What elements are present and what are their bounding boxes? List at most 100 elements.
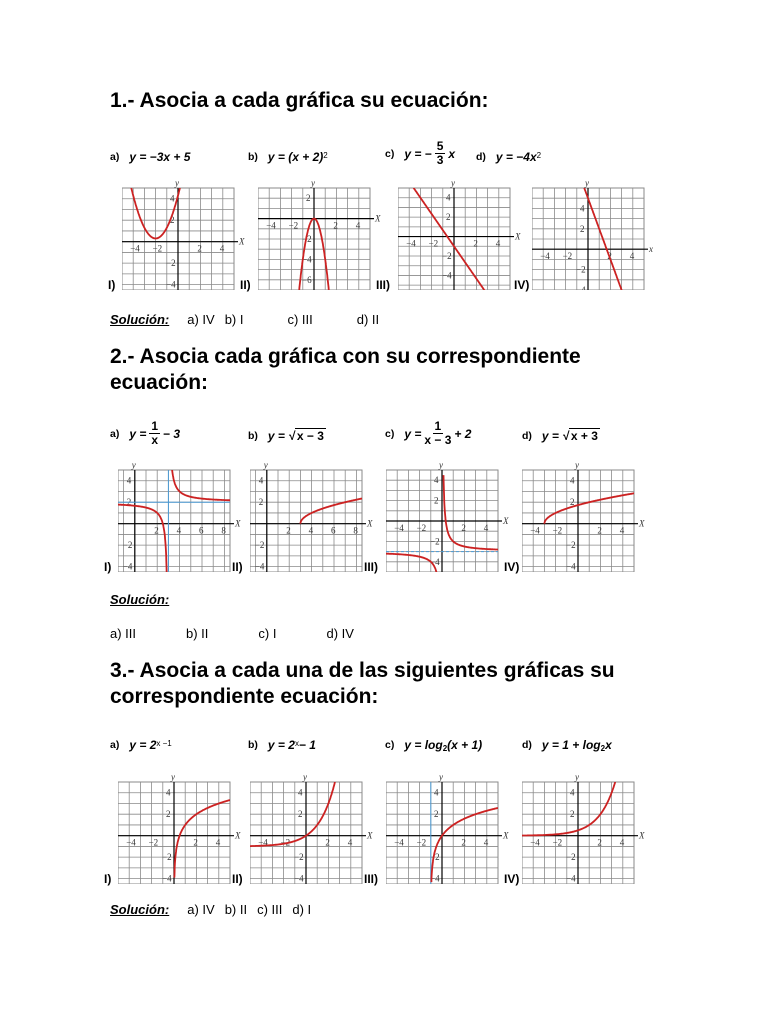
y-tick-label: −2	[294, 852, 304, 862]
x-tick-label: 2	[461, 838, 466, 848]
y-tick-label: −4	[430, 874, 440, 884]
x-tick-label: −4	[130, 244, 140, 254]
section-title: 2.- Asocia cada gráfica con su correspon…	[110, 345, 581, 394]
equation: b) y = (x + 2) 2	[248, 150, 328, 164]
x-axis-label: X	[502, 516, 509, 526]
graph-label: IV)	[514, 278, 530, 292]
solution-answer: c) III	[257, 902, 283, 917]
section-title: 1.- Asocia a cada gráfica su ecuación:	[110, 89, 489, 112]
y-axis-label: y	[174, 178, 179, 188]
x-tick-label: −4	[394, 523, 404, 533]
function-curve	[299, 497, 362, 524]
equation-rhs: + 2	[454, 426, 472, 441]
y-tick-label: −2	[576, 265, 586, 275]
fraction-denominator: x	[151, 433, 159, 447]
y-tick-label: −4	[566, 562, 576, 572]
fraction-denominator: 3	[436, 153, 444, 167]
solution-line: Solución: a) IV b) I c) III d) II	[110, 312, 423, 327]
equation: d) y = −4x 2	[476, 150, 541, 164]
y-tick-label: 4	[434, 788, 439, 798]
function-curve	[522, 782, 617, 837]
y-tick-label: 4	[259, 476, 264, 486]
y-tick-label: −2	[430, 536, 440, 546]
y-axis-label: y	[310, 178, 315, 188]
solution-line: Solución: a) IV b) II c) III d) I	[110, 902, 321, 917]
graph-label: I)	[104, 560, 112, 574]
solution-line: Solución:	[110, 592, 187, 607]
y-tick-label: −2	[162, 852, 172, 862]
y-tick-label: 4	[166, 788, 171, 798]
x-tick-label: −4	[266, 221, 276, 231]
fraction-numerator: 1	[432, 419, 444, 434]
equation-lhs: y = −	[404, 146, 432, 161]
x-tick-label: −4	[258, 838, 268, 848]
y-tick-label: 2	[434, 496, 439, 506]
equation-label: b)	[248, 151, 258, 163]
equation-rhs: − 1	[298, 738, 316, 752]
equation-label: a)	[110, 739, 120, 751]
y-tick-label: 4	[570, 476, 575, 486]
solution-answer: a) IV	[187, 902, 215, 917]
x-tick-label: 4	[348, 838, 353, 848]
x-tick-label: 4	[216, 838, 221, 848]
y-axis-label: y	[263, 460, 268, 470]
function-graph: Xy−4 −2 2 4−4−224	[385, 460, 509, 573]
y-tick-label: 4	[298, 788, 303, 798]
equation-exponent: x −1	[156, 738, 172, 748]
function-graph: Xy−4 −2 2 4−4−224	[521, 460, 645, 573]
x-axis-label: X	[238, 237, 245, 247]
x-tick-label: −2	[417, 523, 427, 533]
y-tick-label: 4	[580, 203, 585, 213]
function-graph: Xy−4 −2 2 4−4−224	[249, 772, 373, 885]
function-curve	[543, 492, 634, 524]
equation-lhs: y = 2	[267, 738, 295, 752]
y-axis-label: y	[450, 178, 455, 188]
x-tick-label: 2	[193, 838, 198, 848]
equation: c) y = log 2 (x + 1)	[385, 738, 483, 753]
function-graph: Xy 2 4 6 8 −4 −2 2 4	[249, 460, 373, 573]
x-tick-label: 4	[496, 239, 501, 249]
y-tick-label: −4	[162, 874, 172, 884]
function-curve	[430, 807, 498, 883]
section-title: 3.- Asocia a cada una de las siguientes …	[110, 659, 615, 708]
function-graph: Xy−4 −2 2 4−4−224	[385, 772, 509, 885]
y-axis-label: y	[584, 178, 589, 188]
equation-rhs: − 3	[163, 426, 181, 441]
graph-label: II)	[240, 278, 251, 292]
x-tick-label: 4	[484, 523, 489, 533]
solution-answer: b) I	[224, 312, 244, 327]
equation-label: d)	[476, 151, 486, 163]
y-tick-label: −4	[566, 874, 576, 884]
equation-exponent: 2	[536, 150, 542, 160]
y-tick-label: −2	[566, 852, 576, 862]
function-graph: Xy−4 −2 2 4−6−4−22	[257, 178, 381, 291]
equation: c) y = −5 3 x	[385, 140, 455, 167]
solution-answer: b) II	[224, 902, 248, 917]
y-tick-label: 2	[306, 193, 311, 203]
equation-lhs: y = 2	[129, 738, 157, 752]
equation-rhs: (x + 1)	[447, 738, 483, 752]
x-axis-label: X	[366, 519, 373, 529]
equation-exponent: x	[294, 738, 299, 748]
graph-label: I)	[104, 872, 112, 886]
y-tick-label: 2	[570, 497, 575, 507]
equation-lhs: y = √	[541, 428, 569, 443]
equation-lhs: y = 1 + log	[541, 738, 601, 752]
x-tick-label: −2	[153, 244, 163, 254]
x-tick-label: 4	[220, 244, 225, 254]
solution-label: Solución:	[110, 312, 170, 327]
x-tick-label: 4	[309, 526, 314, 536]
y-axis-label: y	[170, 772, 175, 782]
equation-lhs: y = (x + 2)	[267, 150, 324, 164]
function-graph: Xy−4 −2 2 4−4−224	[521, 772, 645, 885]
equation-lhs: y =	[404, 426, 422, 441]
y-tick-label: 4	[127, 476, 132, 486]
x-tick-label: −2	[553, 838, 563, 848]
x-axis-label: x	[648, 244, 653, 254]
equation: b) y = √ x − 3	[248, 428, 326, 443]
equation-subscript: 2	[442, 743, 448, 753]
